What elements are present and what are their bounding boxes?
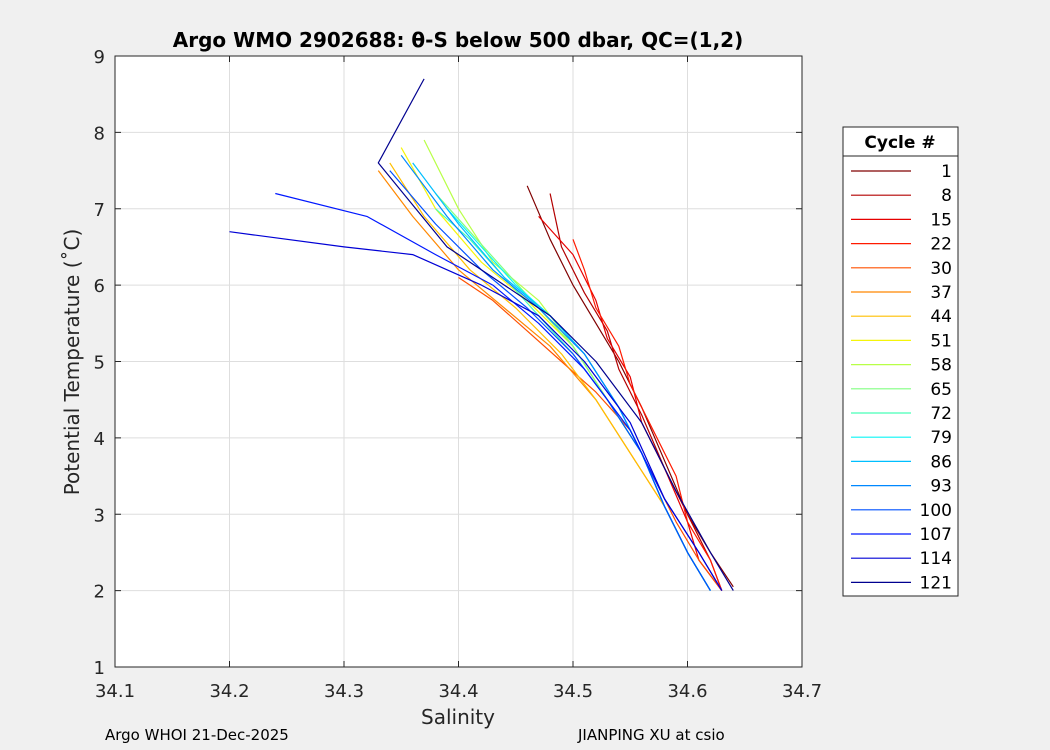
legend-entry-label: 51 — [930, 331, 952, 351]
legend-entry-label: 72 — [930, 404, 952, 424]
x-tick-label: 34.2 — [209, 681, 249, 702]
y-tick-label: 7 — [94, 200, 105, 221]
series-line-cycle-121 — [377, 78, 734, 591]
legend-entry-label: 121 — [920, 573, 952, 593]
series-line-cycle-8 — [549, 193, 723, 591]
legend: Cycle # 1 8 15 22 30 37 44 51 58 65 72 79 86 93 100 107… — [842, 126, 959, 597]
y-tick-label: 5 — [94, 353, 105, 374]
footer-right: JIANPING XU at csio — [578, 726, 725, 744]
x-tick-label: 34.4 — [438, 681, 478, 702]
legend-entry-label: 44 — [930, 307, 952, 327]
y-tick-label: 3 — [94, 505, 105, 526]
legend-entry-label: 15 — [930, 210, 952, 230]
legend-entry-label: 79 — [930, 428, 952, 448]
legend-entry-label: 100 — [920, 501, 952, 521]
legend-entry-label: 22 — [930, 235, 952, 255]
series-line-cycle-114 — [229, 231, 723, 591]
y-tick-label: 1 — [94, 658, 105, 679]
legend-entry-label: 1 — [941, 162, 952, 182]
legend-entry-label: 30 — [930, 259, 952, 279]
x-tick-label: 34.7 — [782, 681, 822, 702]
legend-entry-label: 65 — [930, 380, 952, 400]
footer-left: Argo WHOI 21-Dec-2025 — [105, 726, 289, 744]
legend-entry-label: 58 — [930, 356, 952, 376]
legend-title: Cycle # — [864, 133, 935, 153]
series-layer — [229, 78, 734, 591]
series-line-cycle-15 — [538, 215, 723, 591]
series-line-cycle-30 — [458, 277, 723, 591]
x-axis-label: Salinity — [421, 705, 495, 729]
x-tick-label: 34.6 — [667, 681, 707, 702]
legend-entry-label: 37 — [930, 283, 952, 303]
legend-items: 1 8 15 22 30 37 44 51 58 65 72 79 86 93 100 107 114 121 — [851, 162, 952, 593]
ticks: 34.1 34.2 34.3 34.4 34.5 34.6 34.7 1 2 3 4 5 6 7 8 9 — [94, 47, 822, 702]
y-tick-label: 8 — [94, 123, 105, 144]
chart-title: Argo WMO 2902688: θ-S below 500 dbar, QC… — [173, 28, 743, 52]
legend-entry-label: 107 — [920, 525, 952, 545]
x-tick-label: 34.1 — [95, 681, 135, 702]
y-tick-label: 9 — [94, 47, 105, 68]
legend-entry-label: 86 — [930, 452, 952, 472]
series-line-cycle-22 — [572, 239, 723, 591]
y-tick-label: 6 — [94, 276, 105, 297]
plot-area: 34.1 34.2 34.3 34.4 34.5 34.6 34.7 1 2 3 4 5 6 7 8 9 — [94, 47, 822, 702]
x-tick-label: 34.3 — [324, 681, 364, 702]
y-axis-label: Potential Temperature (˚C) — [60, 229, 84, 496]
x-tick-label: 34.5 — [553, 681, 593, 702]
legend-entry-label: 8 — [941, 186, 952, 206]
legend-entry-label: 114 — [920, 549, 952, 569]
y-tick-label: 2 — [94, 582, 105, 603]
legend-entry-label: 93 — [930, 477, 952, 497]
y-tick-label: 4 — [94, 429, 105, 450]
